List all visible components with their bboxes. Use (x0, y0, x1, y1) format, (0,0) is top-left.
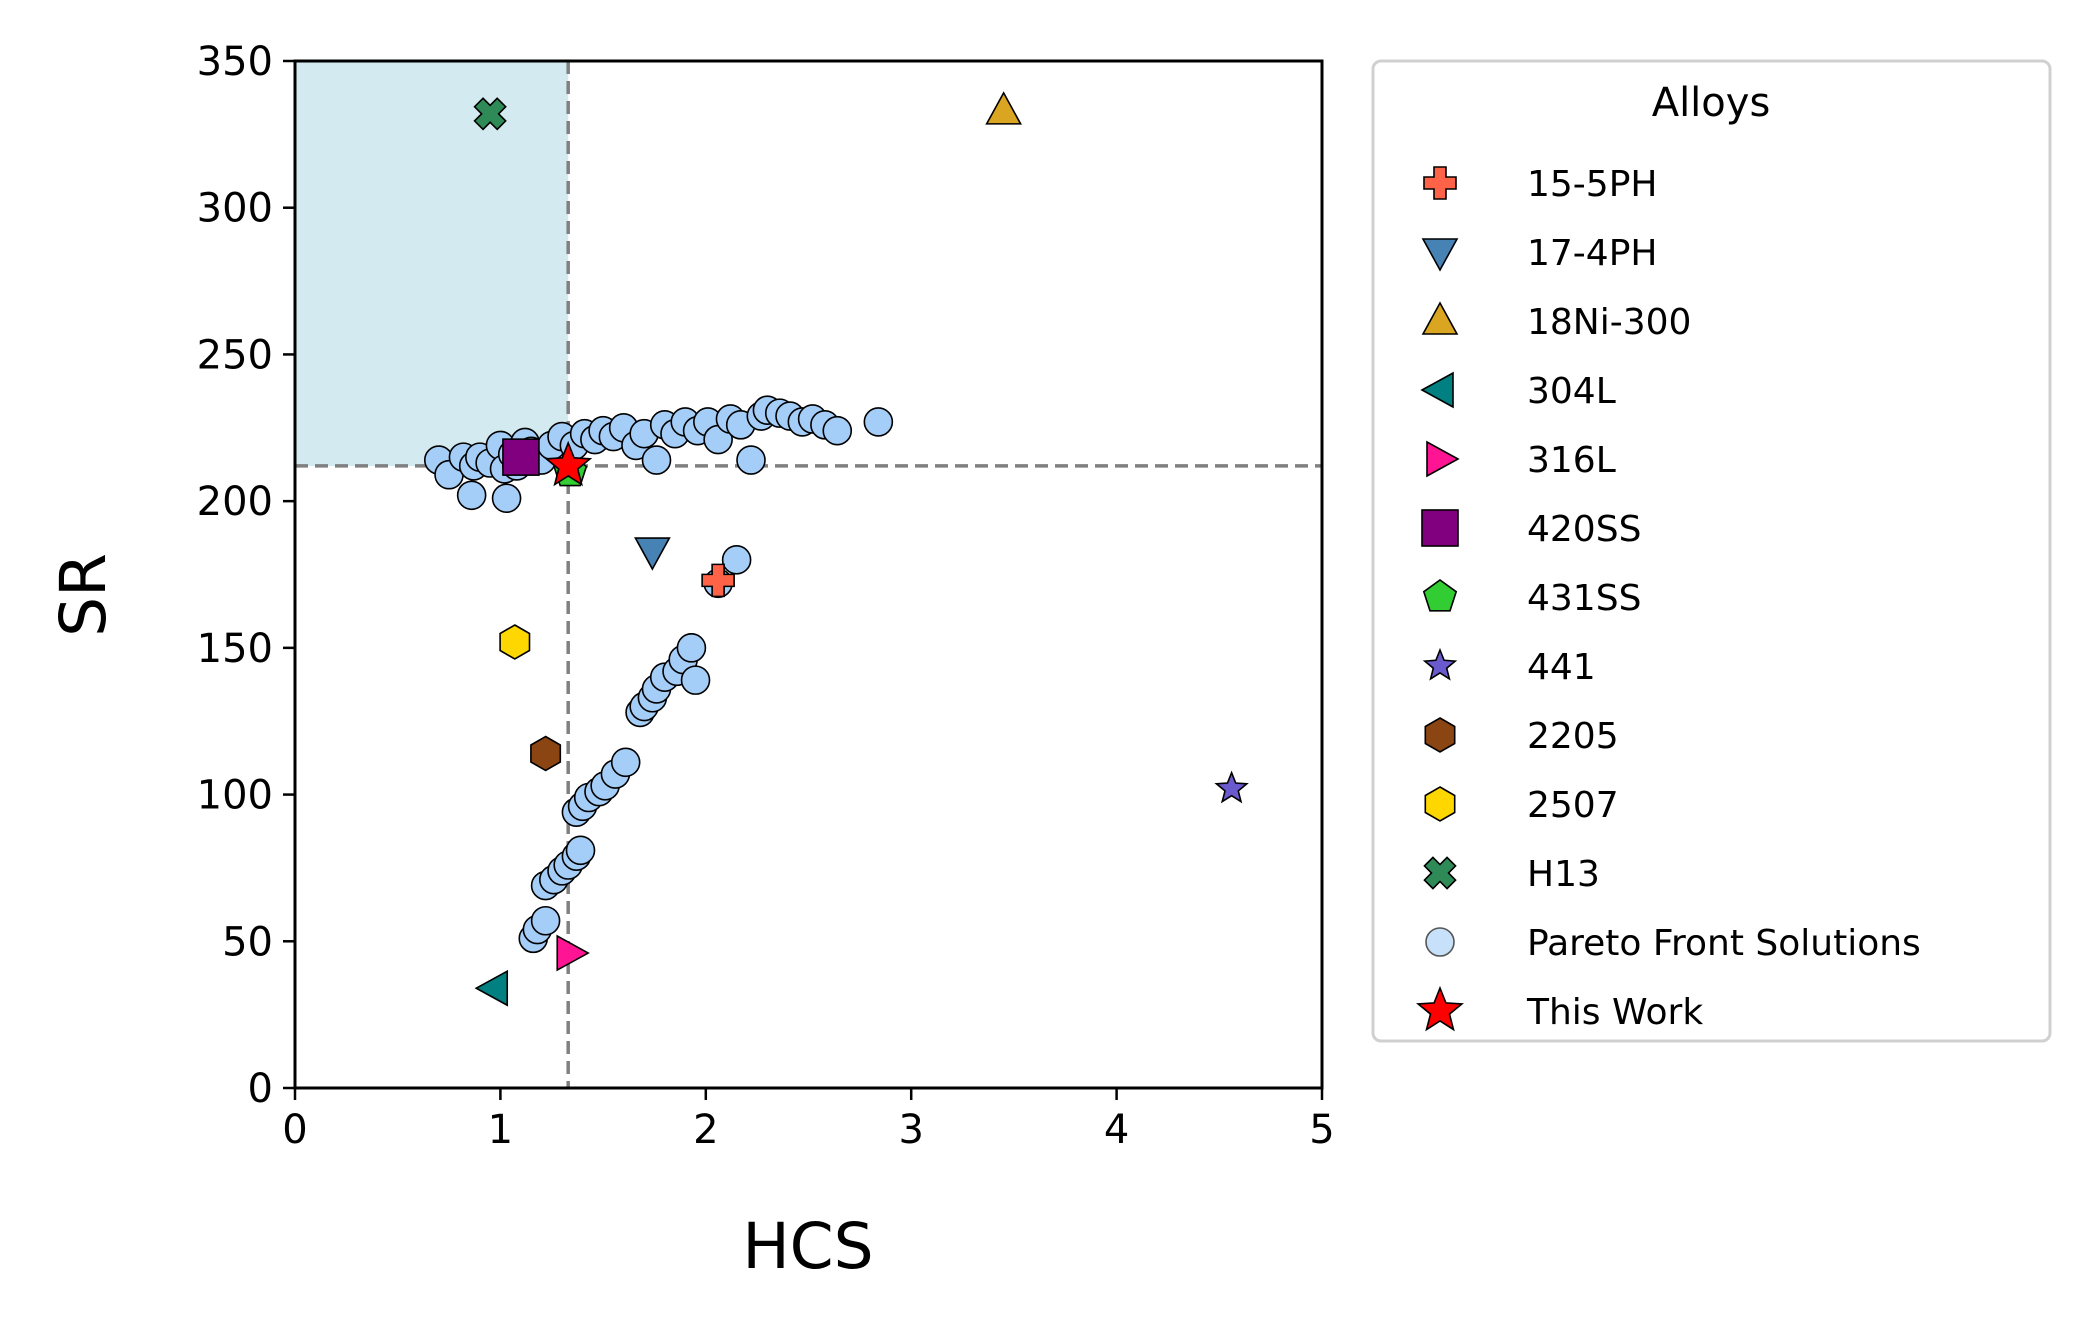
series-420ss (502, 438, 540, 476)
legend-entry: 420SS (1421, 509, 1641, 550)
x-axis-title: HCS (742, 1210, 873, 1283)
series-316l (556, 934, 590, 972)
legend-entry: 304L (1420, 371, 1616, 412)
y-tick-label: 150 (197, 626, 273, 672)
legend-label: 18Ni-300 (1527, 302, 1691, 343)
data-point (456, 480, 487, 511)
legend-marker (1423, 166, 1457, 200)
target-region (295, 61, 569, 466)
legend-marker (1421, 509, 1459, 547)
x-tick-label: 2 (693, 1107, 718, 1153)
series-2205 (530, 735, 562, 772)
y-tick-label: 50 (222, 919, 273, 965)
x-tick-label: 3 (898, 1107, 923, 1153)
y-tick-label: 250 (197, 332, 273, 378)
legend-box (1371, 59, 2052, 1043)
y-tick-label: 0 (248, 1066, 273, 1112)
data-point (556, 934, 590, 972)
legend-entry: 441 (1422, 647, 1596, 688)
data-point (822, 415, 853, 446)
legend-label: 316L (1527, 440, 1616, 481)
data-point (676, 633, 707, 663)
legend-marker (1416, 985, 1464, 1032)
legend-title: Alloys (1652, 80, 1771, 126)
data-point (491, 483, 522, 514)
legend-marker (1424, 786, 1456, 822)
legend-label: 15-5PH (1527, 164, 1657, 205)
data-point (985, 91, 1022, 125)
data-point (641, 445, 672, 475)
legend-label: 304L (1527, 371, 1616, 412)
data-point (1214, 770, 1249, 804)
legend-label: 2205 (1527, 716, 1619, 757)
legend-marker (1421, 301, 1459, 335)
x-tick-label: 0 (282, 1107, 307, 1153)
legend-entry: 15-5PH (1423, 164, 1657, 205)
legend-marker (1425, 927, 1455, 957)
legend-label: 420SS (1527, 509, 1641, 550)
series-17-4ph (634, 537, 671, 571)
data-point (701, 563, 735, 598)
series-h13 (473, 97, 507, 131)
legend-label: 431SS (1527, 578, 1641, 619)
data-point (565, 835, 596, 866)
x-tick-label: 1 (488, 1107, 513, 1153)
y-tick-label: 200 (197, 479, 273, 525)
legend-entries: 15-5PH 17-4PH 18Ni-300 304L 316L 420SS 431SS 44… (1416, 164, 1921, 1033)
legend-entry: 431SS (1422, 578, 1641, 619)
legend-entry: This Work (1416, 985, 1703, 1033)
data-point (473, 97, 507, 131)
series-this-work (544, 440, 593, 487)
plot-frame (293, 59, 1324, 1090)
legend-entry: H13 (1423, 854, 1600, 895)
legend-entry: 316L (1426, 440, 1616, 481)
legend-label: 441 (1527, 647, 1596, 688)
y-tick-label: 100 (197, 773, 273, 819)
legend-marker (1426, 440, 1460, 478)
legend-marker (1422, 647, 1458, 681)
series-304l (474, 969, 509, 1007)
x-tick-label: 5 (1309, 1107, 1334, 1153)
y-tick-label: 300 (197, 186, 273, 232)
data-point (680, 665, 711, 695)
legend: Alloys 15-5PH 17-4PH 18Ni-300 304L 316L 420SS… (1371, 59, 2052, 1043)
data-point (530, 735, 562, 772)
y-axis-title: SR (47, 553, 120, 637)
legend-entry: 2507 (1424, 785, 1619, 826)
series-15-5ph (701, 563, 735, 598)
legend-marker (1423, 856, 1457, 890)
legend-entry: Pareto Front Solutions (1425, 923, 1921, 964)
data-point (502, 438, 540, 476)
data-point (634, 537, 671, 571)
series-18ni-300 (985, 91, 1022, 125)
data-point (610, 747, 641, 778)
legend-marker (1420, 371, 1454, 409)
data-point (544, 440, 593, 487)
data-point (863, 407, 894, 437)
data-point (499, 624, 531, 660)
y-tick-label: 350 (197, 39, 273, 85)
legend-entry: 2205 (1424, 716, 1619, 757)
data-point (721, 545, 752, 575)
data-point (736, 445, 766, 475)
legend-marker (1422, 579, 1458, 612)
legend-label: This Work (1526, 992, 1703, 1033)
x-tick-label: 4 (1104, 1107, 1129, 1153)
legend-entry: 17-4PH (1421, 233, 1657, 274)
legend-marker (1424, 717, 1456, 753)
series-2507 (499, 624, 531, 660)
legend-label: 17-4PH (1527, 233, 1657, 274)
legend-entry: 18Ni-300 (1421, 301, 1691, 343)
legend-label: Pareto Front Solutions (1527, 923, 1921, 964)
legend-marker (1421, 238, 1459, 272)
series-441 (1214, 770, 1249, 804)
data-point (474, 969, 509, 1007)
plot-region (295, 61, 1322, 1088)
legend-label: 2507 (1527, 785, 1619, 826)
data-point (530, 905, 561, 936)
legend-label: H13 (1527, 854, 1600, 895)
